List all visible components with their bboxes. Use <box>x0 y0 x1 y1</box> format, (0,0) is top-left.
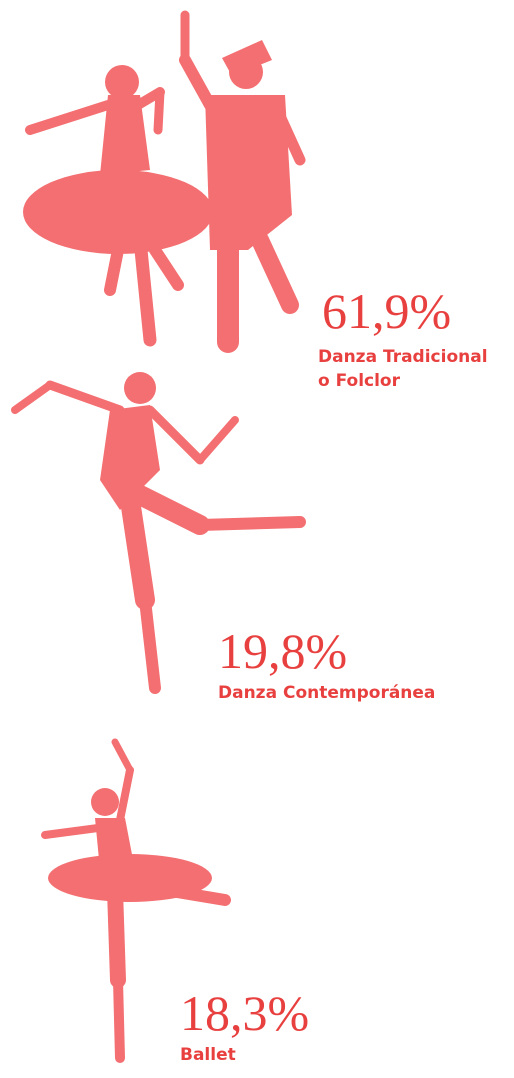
page: 61,9% Danza Tradicional o Folclor 19,8% … <box>0 0 514 1073</box>
percentage: 18,3% <box>180 985 309 1041</box>
percentage: 19,8% <box>218 623 347 679</box>
infographic: 61,9% Danza Tradicional o Folclor 19,8% … <box>0 0 514 1073</box>
folk-dancers-silhouette <box>23 15 300 342</box>
category-label: Danza Tradicional <box>318 347 488 367</box>
category-label: Ballet <box>180 1045 236 1065</box>
percentage: 61,9% <box>322 283 451 339</box>
category-label: o Folclor <box>318 371 401 391</box>
category-label: Danza Contemporánea <box>218 683 435 703</box>
